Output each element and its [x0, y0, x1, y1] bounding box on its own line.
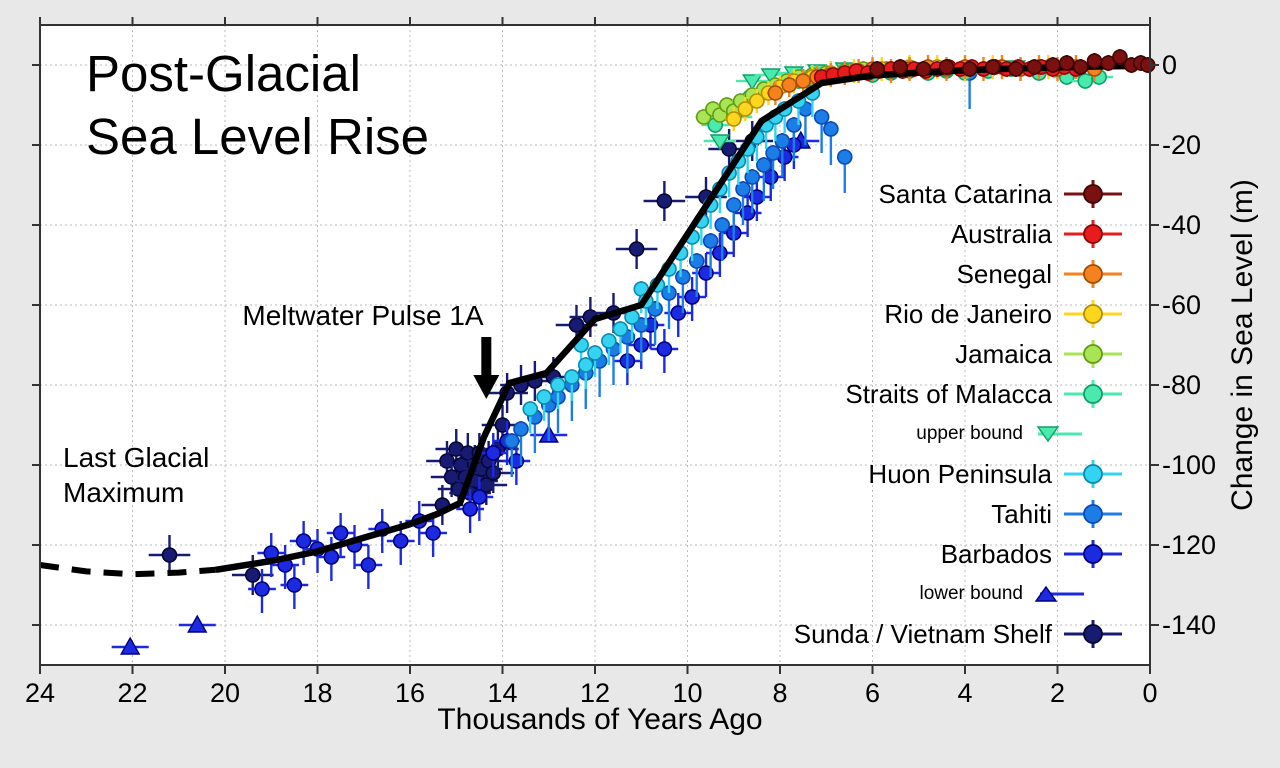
legend-item-sunda-vietnam-shelf: Sunda / Vietnam Shelf	[635, 614, 1125, 654]
legend-marker-senegal-icon	[1064, 260, 1122, 288]
annotation-lgm-line2: Maximum	[63, 477, 185, 508]
x-tick-10: 10	[672, 678, 703, 708]
x-tick-24: 24	[24, 678, 56, 708]
legend-marker-lower-bound-icon	[1034, 585, 1084, 602]
x-tick-0: 0	[1142, 678, 1158, 708]
y-tick--100: -100	[1162, 450, 1217, 480]
legend-item-rio-de-janeiro: Rio de Janeiro	[635, 294, 1125, 334]
y-tick--140: -140	[1162, 610, 1217, 640]
x-tick-20: 20	[209, 678, 241, 708]
legend-label-upper-bound: upper bound	[916, 423, 1023, 444]
x-tick-4: 4	[957, 678, 973, 708]
legend-item-upper-bound: upper bound	[635, 414, 1125, 454]
legend-label-rio-de-janeiro: Rio de Janeiro	[884, 298, 1052, 329]
legend-label-tahiti: Tahiti	[991, 498, 1052, 529]
y-tick--60: -60	[1162, 290, 1202, 320]
legend-marker-tahiti-icon	[1064, 500, 1122, 528]
legend-marker-huon-peninsula-icon	[1064, 460, 1122, 488]
legend-item-australia: Australia	[635, 214, 1125, 254]
legend-label-santa-catarina: Santa Catarina	[878, 178, 1052, 209]
legend-item-lower-bound: lower bound	[635, 574, 1125, 614]
legend-marker-sunda-vietnam-shelf-icon	[1064, 620, 1122, 648]
annotation-meltwater-pulse: Meltwater Pulse 1A	[242, 300, 484, 331]
legend: Santa Catarina Australia Senegal Rio de Jan…	[635, 174, 1125, 654]
legend-marker-australia-icon	[1064, 220, 1122, 248]
legend-item-senegal: Senegal	[635, 254, 1125, 294]
legend-item-huon-peninsula: Huon Peninsula	[635, 454, 1125, 494]
legend-item-jamaica: Jamaica	[635, 334, 1125, 374]
x-tick-8: 8	[772, 678, 788, 708]
legend-marker-straits-of-malacca-icon	[1064, 380, 1122, 408]
legend-label-senegal: Senegal	[956, 258, 1052, 289]
legend-label-lower-bound: lower bound	[919, 583, 1023, 604]
y-tick-0: 0	[1162, 50, 1178, 80]
x-tick-16: 16	[394, 678, 426, 708]
x-tick-6: 6	[864, 678, 881, 708]
axis-ticks	[32, 17, 1159, 674]
x-tick-2: 2	[1049, 678, 1066, 708]
legend-label-huon-peninsula: Huon Peninsula	[868, 458, 1052, 489]
y-tick--20: -20	[1162, 130, 1202, 160]
x-tick-22: 22	[117, 678, 148, 708]
meltwater-arrow	[473, 337, 500, 399]
legend-item-tahiti: Tahiti	[635, 494, 1125, 534]
legend-label-barbados: Barbados	[940, 538, 1052, 569]
legend-marker-upper-bound-icon	[1036, 426, 1082, 443]
chart-title-line2: Sea Level Rise	[86, 108, 430, 165]
legend-marker-rio-de-janeiro-icon	[1064, 300, 1122, 328]
x-tick-18: 18	[302, 678, 333, 708]
legend-label-australia: Australia	[950, 218, 1052, 249]
legend-marker-jamaica-icon	[1064, 340, 1122, 368]
legend-label-sunda-vietnam-shelf: Sunda / Vietnam Shelf	[793, 618, 1052, 649]
annotation-last-glacial-maximum: Last Glacial Maximum	[63, 440, 209, 510]
legend-label-straits-of-malacca: Straits of Malacca	[845, 378, 1052, 409]
legend-item-straits-of-malacca: Straits of Malacca	[635, 374, 1125, 414]
y-tick--120: -120	[1162, 530, 1217, 560]
x-tick-12: 12	[579, 678, 611, 708]
legend-marker-barbados-icon	[1064, 540, 1122, 568]
series-santa-catarina	[869, 49, 1156, 77]
chart-title-line1: Post-Glacial	[86, 45, 361, 102]
x-axis-label: Thousands of Years Ago	[437, 703, 763, 736]
x-tick-14: 14	[487, 678, 518, 708]
y-tick--80: -80	[1162, 370, 1202, 400]
legend-label-jamaica: Jamaica	[955, 338, 1052, 369]
legend-item-santa-catarina: Santa Catarina	[635, 174, 1125, 214]
annotation-lgm-line1: Last Glacial	[63, 442, 210, 473]
y-tick--40: -40	[1162, 210, 1202, 240]
legend-marker-santa-catarina-icon	[1064, 180, 1122, 208]
chart-title: Post-Glacial Sea Level Rise	[86, 42, 429, 168]
legend-item-barbados: Barbados	[635, 534, 1125, 574]
